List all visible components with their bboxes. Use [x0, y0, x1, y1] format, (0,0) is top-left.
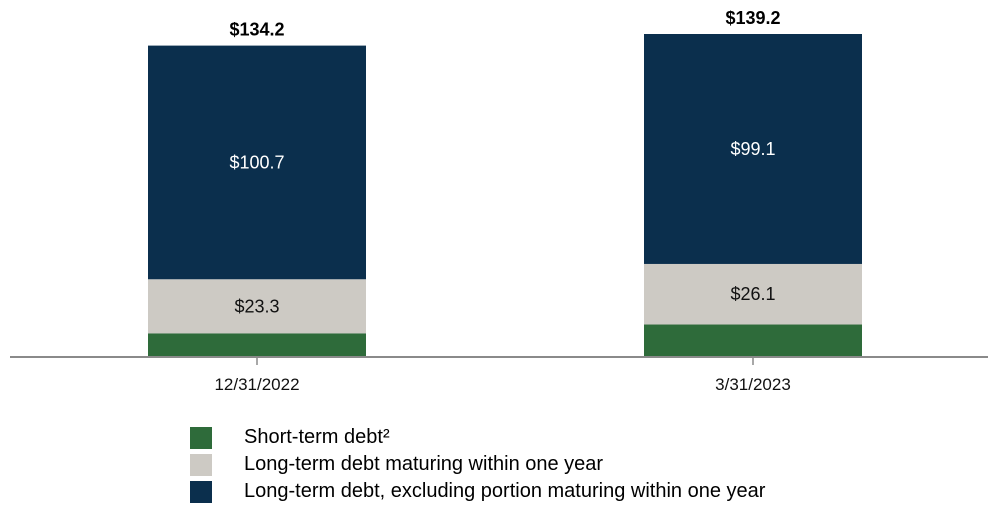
data-label-3-1: $100.7 — [229, 152, 284, 172]
legend-swatch-long-term-debt-noncurrent — [190, 480, 212, 503]
legend-label-long-term-debt-noncurrent: Long-term debt, excluding portion maturi… — [244, 480, 766, 502]
labels-layer: $23.3 $100.7 $134.2 12/31/2022 $26.1 $99.1 $13… — [214, 8, 790, 394]
legend-item-short-term-debt: Short-term debt² — [190, 424, 765, 451]
legend-item-long-term-debt-noncurrent: Long-term debt, excluding portion maturi… — [190, 478, 765, 505]
x-tick-label-1: 12/31/2022 — [214, 375, 299, 394]
bars-layer — [148, 34, 862, 357]
stacked-bar-chart: $23.3 $100.7 $134.2 12/31/2022 $26.1 $99.1 $13… — [10, 8, 988, 394]
legend-label-short-term-debt: Short-term debt² — [244, 426, 390, 448]
x-tick-label-2: 3/31/2023 — [715, 375, 791, 394]
data-label-3-2: $99.1 — [730, 139, 775, 159]
total-label-1: $134.2 — [229, 20, 284, 40]
data-label-2-1: $23.3 — [234, 296, 279, 316]
bar-segment-2-2 — [644, 263, 862, 325]
bar-segment-2-1 — [148, 279, 366, 334]
bar-segment-1-2 — [644, 324, 862, 357]
legend: Short-term debt² Long-term debt maturing… — [190, 424, 765, 505]
legend-swatch-short-term-debt — [190, 426, 212, 449]
data-label-2-2: $26.1 — [730, 284, 775, 304]
total-label-2: $139.2 — [725, 8, 780, 28]
bar-segment-1-1 — [148, 333, 366, 357]
bar-segment-3-2 — [644, 34, 862, 264]
legend-label-long-term-debt-current: Long-term debt maturing within one year — [244, 453, 604, 475]
legend-swatch-long-term-debt-current — [190, 453, 212, 476]
bar-segment-3-1 — [148, 45, 366, 280]
legend-item-long-term-debt-current: Long-term debt maturing within one year — [190, 451, 765, 478]
